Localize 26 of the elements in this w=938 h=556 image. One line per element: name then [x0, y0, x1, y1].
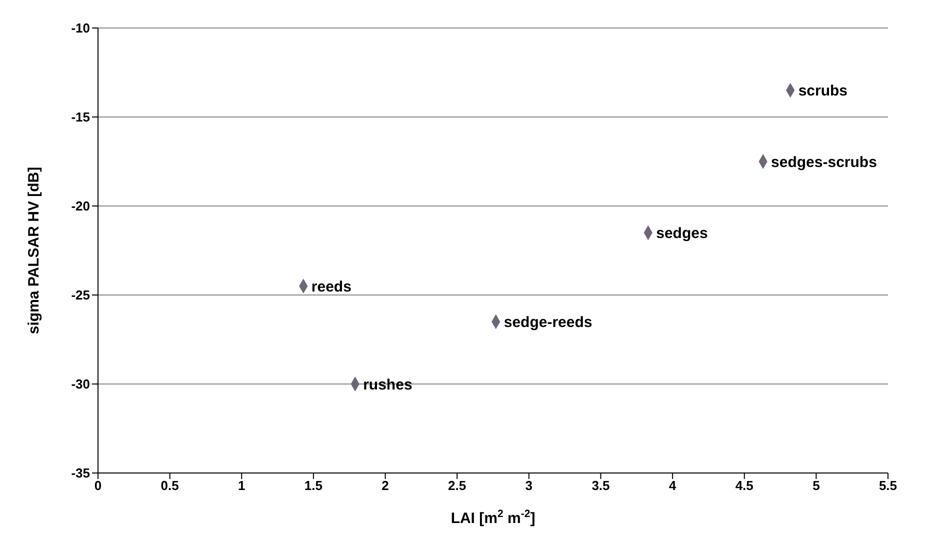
y-tick-label: -10	[71, 20, 90, 36]
annotation: rushes	[363, 376, 412, 394]
y-tick-label: -25	[71, 288, 90, 303]
x-tick-label: 1.5	[304, 478, 322, 494]
annotation: sedges	[656, 225, 708, 242]
y-tick-label: -30	[71, 376, 90, 392]
y-tick-label: -20	[71, 198, 90, 214]
annotation: reeds	[311, 278, 352, 296]
x-tick-label: 0	[94, 478, 102, 494]
x-tick-label: 4	[668, 478, 677, 494]
x-tick-label: 2.5	[448, 478, 466, 494]
x-tick-label: 5	[812, 478, 820, 494]
x-tick-label: 4.5	[735, 478, 754, 494]
x-tick-label: 2	[382, 478, 389, 494]
x-tick-label: 5.5	[878, 478, 898, 494]
y-axis-title: sigma PALSAR HV [dB]	[25, 166, 42, 334]
x-tick-label: 1	[238, 478, 246, 494]
annotation: sedge-reeds	[504, 314, 592, 332]
annotation: scrubs	[798, 82, 848, 100]
x-tick-label: 3.5	[592, 478, 610, 494]
x-axis-title: LAI [m$^{2}$ m$^{-2}$]	[450, 508, 536, 527]
annotation: sedges-scrubs	[771, 154, 877, 171]
y-tick-label: -15	[71, 110, 90, 125]
y-tick-label: -35	[71, 466, 90, 481]
x-tick-label: 3	[525, 478, 533, 494]
x-tick-label: 0.5	[160, 478, 179, 494]
